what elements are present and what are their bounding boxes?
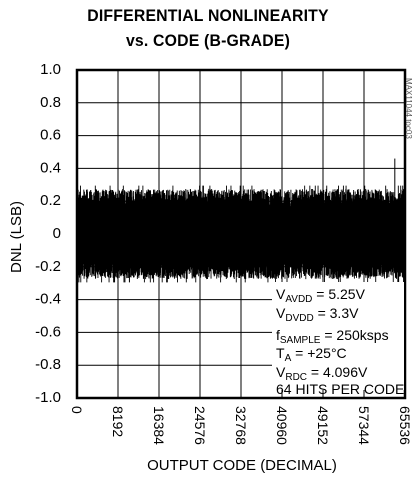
x-tick-label: 0 xyxy=(69,406,85,414)
y-tick-label: -1.0 xyxy=(35,389,61,406)
test-conditions: VAVDD = 5.25V VDVDD = 3.3V fSAMPLE = 250… xyxy=(272,282,404,397)
y-tick-label: 1.0 xyxy=(40,61,61,78)
y-axis-label: DNL (LSB) xyxy=(8,201,25,273)
x-tick-label: 57344 xyxy=(356,406,372,445)
chart-id-watermark: MAX11044 toc03 xyxy=(404,78,413,139)
x-axis-label: OUTPUT CODE (DECIMAL) xyxy=(147,457,337,474)
y-tick-label: 0.8 xyxy=(40,94,61,111)
annotation-hits: 64 HITS PER CODE xyxy=(276,381,404,397)
x-tick-label: 16384 xyxy=(151,406,167,445)
annotation-fsample: fSAMPLE = 250ksps xyxy=(276,327,389,346)
y-tick-label: 0.6 xyxy=(40,127,61,144)
x-tick-label: 24576 xyxy=(192,406,208,445)
annotation-vrdc: VRDC = 4.096V xyxy=(276,364,368,383)
annotation-ta: TA = +25°C xyxy=(276,345,347,364)
y-tick-label: 0.2 xyxy=(40,192,61,209)
chart-title-line1: DIFFERENTIAL NONLINEARITY xyxy=(87,6,329,25)
y-tick-label: -0.8 xyxy=(35,356,61,373)
x-tick-label: 40960 xyxy=(274,406,290,445)
chart-title-line2: vs. CODE (B-GRADE) xyxy=(125,31,291,50)
y-tick-label: -0.6 xyxy=(35,323,61,340)
x-tick-label: 65536 xyxy=(397,406,413,445)
annotation-vdvdd: VDVDD = 3.3V xyxy=(276,305,359,324)
x-axis-ticks: 0 8192 16384 24576 32768 40960 49152 57344 65536 xyxy=(69,406,413,445)
x-tick-label: 49152 xyxy=(315,406,331,445)
y-tick-label: -0.2 xyxy=(35,258,61,275)
y-axis-ticks: 1.0 0.8 0.6 0.4 0.2 0 -0.2 -0.4 -0.6 -0.8 -1.0 xyxy=(35,61,61,406)
y-tick-label: 0 xyxy=(53,225,61,242)
y-tick-label: -0.4 xyxy=(35,291,61,308)
x-tick-label: 32768 xyxy=(233,406,249,445)
plot-frame xyxy=(75,68,407,400)
y-tick-label: 0.4 xyxy=(40,159,61,176)
x-tick-label: 8192 xyxy=(110,406,126,437)
annotation-vavdd: VAVDD = 5.25V xyxy=(276,286,366,305)
